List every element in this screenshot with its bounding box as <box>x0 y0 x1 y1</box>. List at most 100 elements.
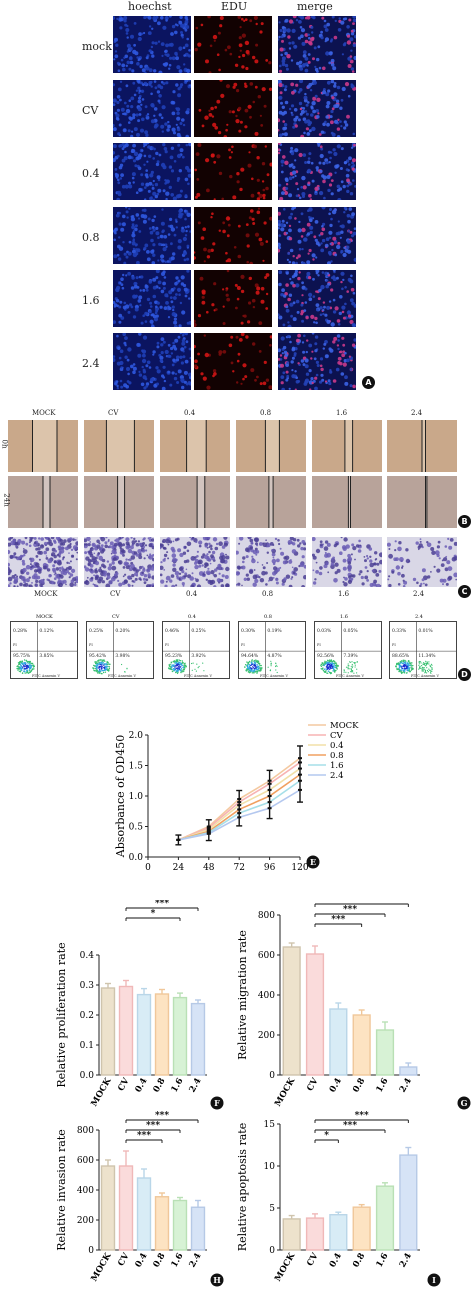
chartH-ytick-label: 0 <box>88 1246 94 1256</box>
chartE-legend-label: 0.8 <box>330 751 344 761</box>
chartG-ytick-label: 800 <box>258 911 275 921</box>
chartH-xtick-label: 0.8 <box>152 1251 168 1269</box>
panelD-axis-y: PI <box>392 643 396 647</box>
chartI-ytick-label: 5 <box>269 1204 275 1214</box>
panelA-image-tile <box>194 207 272 264</box>
chartI-ytick-label: 0 <box>269 1246 275 1256</box>
chartI-bar <box>282 1218 301 1251</box>
panelD-title: MOCK <box>36 614 53 620</box>
panelD-title: 1.6 <box>340 614 348 620</box>
panelB-scratch-image <box>387 420 457 472</box>
chartH-ytick-label: 400 <box>77 1186 94 1196</box>
chartE-ytick-label: 2.0 <box>129 731 144 741</box>
chartE-point <box>237 801 242 804</box>
chartH-badge <box>210 1273 224 1287</box>
panelC-transwell-image <box>8 537 78 587</box>
panelD-title: 0.4 <box>188 614 196 620</box>
chartH-badge-label: H <box>213 1275 221 1285</box>
panelD-axis-y: PI <box>165 643 169 647</box>
panelB-scratch-image <box>160 476 230 528</box>
panelC-col-label: 0.4 <box>186 590 198 598</box>
chartH-xtick-label: 1.6 <box>170 1251 186 1269</box>
panelD-quadrant-value: 95.75% <box>13 653 31 659</box>
panelD-quadrant-value: 0.12% <box>39 628 54 634</box>
panelD-quadrant-value: 88.65% <box>392 653 410 659</box>
panelC-col-label: 0.8 <box>262 590 274 598</box>
panelD-quadrant-value: 0.28% <box>13 628 28 634</box>
chartI-xtick-label: 0.8 <box>351 1251 367 1269</box>
chartH-bar <box>172 1199 188 1251</box>
chartE-point <box>206 826 211 829</box>
chartH-xtick-label: 2.4 <box>188 1251 204 1269</box>
panelD-title: 0.8 <box>264 614 272 620</box>
chartE-legend-label: 2.4 <box>330 771 344 781</box>
chartH-sig-label: *** <box>146 1121 160 1131</box>
panelD-axis-x: FITC Annexin V <box>32 674 61 678</box>
panelD-axis-y: PI <box>317 643 321 647</box>
panelA-image-tile <box>278 16 356 73</box>
panelD-quadrant-value: 92.56% <box>317 653 335 659</box>
panelD-quadrant-value: 3.98% <box>115 653 130 659</box>
panelA-col-merge: merge <box>297 0 333 13</box>
panelB-col-label: 0.4 <box>184 409 196 417</box>
panelA-image-tile <box>113 207 191 264</box>
panelD-quadrant-value: 3.92% <box>191 653 206 659</box>
chartE-point <box>206 831 211 834</box>
chartF-xtick-label: 1.6 <box>170 1076 186 1094</box>
panelC-transwell-image <box>160 537 230 587</box>
chartE-point <box>206 832 211 835</box>
chartG-bar <box>282 946 301 1076</box>
panelA-image-tile <box>278 270 356 327</box>
panelA-image-tile <box>194 333 272 390</box>
panelD-flow-plot: 0.46% 0.25% 95.23% 3.92% FITC Annexin V PI <box>162 621 230 679</box>
chartF-bar <box>190 1002 206 1076</box>
panelB-row-label: 24h <box>2 493 11 507</box>
chartI-badge <box>427 1273 441 1287</box>
panelD-quadrant-value: 94.64% <box>241 653 259 659</box>
chartG-bar <box>375 1029 395 1076</box>
panelA-image-tile <box>194 80 272 137</box>
chartE-point <box>237 798 242 801</box>
panelD-axis-x: FITC Annexin V <box>336 674 365 678</box>
chartE-ytick-label: 0.5 <box>129 823 144 833</box>
panelB-col-label: 0.8 <box>260 409 272 417</box>
chartF-badge-label: F <box>214 1098 220 1108</box>
panelA-image-tile <box>194 270 272 327</box>
chartF-ytick-label: 0.3 <box>80 981 95 991</box>
chartH-bar <box>136 1177 152 1251</box>
panelB-scratch-image <box>236 476 306 528</box>
chartI-bar <box>352 1206 371 1251</box>
panelD-badge: D <box>458 668 471 681</box>
panelA-col-hoechst: hoechst <box>128 0 172 13</box>
chartH-sig-label: *** <box>137 1131 151 1141</box>
chartI-ylabel: Relative apoptosis rate <box>236 1123 249 1251</box>
chartF-bar <box>100 987 116 1076</box>
chartE-point <box>298 757 302 760</box>
chartE-point <box>298 779 302 782</box>
panelB-badge: B <box>458 515 471 528</box>
panelB-col-label: MOCK <box>32 409 56 417</box>
panelA-image-tile <box>113 80 191 137</box>
panelA-row-label: 2.4 <box>82 357 100 370</box>
chartE-point <box>237 808 242 811</box>
chartE-legend-label: 0.4 <box>330 741 344 751</box>
chartE-badge-label: E <box>310 857 316 867</box>
panelD-flow-plot: 0.25% 0.20% 95.42% 3.98% FITC Annexin V PI <box>86 621 154 679</box>
chartE-point <box>267 788 272 791</box>
panelA-image-tile <box>278 207 356 264</box>
panelD-axis-y: PI <box>241 643 245 647</box>
chartG-ytick-label: 0 <box>269 1071 275 1081</box>
chartI-xtick-label: 1.6 <box>375 1251 391 1269</box>
panelB-col-label: CV <box>108 409 119 417</box>
chartH-xtick-label: CV <box>116 1251 132 1268</box>
chartE-legend-label: CV <box>330 731 344 741</box>
panelB-col-label: 2.4 <box>411 409 423 417</box>
chartG-badge-label: G <box>461 1098 468 1108</box>
panelA-image-tile <box>278 143 356 200</box>
chartG-xtick-label: 0.4 <box>328 1076 344 1094</box>
panelC-col-label: CV <box>110 590 121 598</box>
panelA-badge: A <box>362 376 375 389</box>
panelA-row-label: 0.4 <box>82 167 100 180</box>
chartF-xtick-label: 0.8 <box>152 1076 168 1094</box>
